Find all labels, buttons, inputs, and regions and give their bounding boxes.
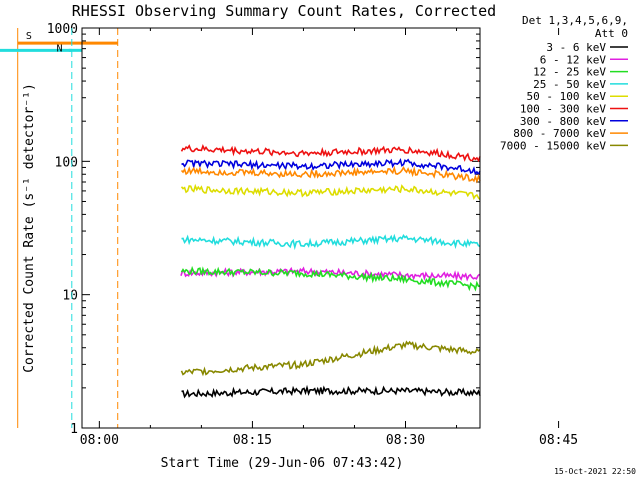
y-axis-label: Corrected Count Rate (s⁻¹ detector⁻¹) (22, 83, 37, 373)
legend-header-line-2: Att 0 (595, 27, 628, 40)
legend-label: 12 - 25 keV (533, 66, 606, 79)
legend-label: 100 - 300 keV (520, 103, 606, 116)
legend-label: 25 - 50 keV (533, 78, 606, 91)
y-tick-label: 10 (62, 289, 78, 304)
saa-label: S (26, 31, 32, 42)
legend-label: 800 - 7000 keV (513, 127, 606, 140)
series-line (180, 265, 481, 292)
legend-label: 6 - 12 keV (540, 53, 607, 66)
y-tick-label: 100 (55, 155, 78, 170)
timestamp: 15-Oct-2021 22:50 (554, 467, 636, 476)
plot-frame (81, 27, 481, 429)
series-line (180, 340, 481, 377)
series-line (180, 183, 481, 201)
legend-label: 3 - 6 keV (546, 41, 606, 54)
x-tick-label: 08:15 (233, 433, 272, 448)
legend-header-line-1: Det 1,3,4,5,6,9, (522, 14, 628, 27)
series-line (181, 233, 481, 251)
chart-marks: SN (0, 28, 119, 428)
legend-label: 50 - 100 keV (527, 90, 607, 103)
x-tick-label: 08:00 (80, 433, 119, 448)
night-label: N (56, 43, 62, 54)
y-tick-label: 1000 (47, 22, 78, 37)
series-line (180, 143, 481, 163)
x-axis-label: Start Time (29-Jun-06 07:43:42) (161, 456, 404, 471)
chart-title: RHESSI Observing Summary Count Rates, Co… (72, 2, 496, 20)
legend-label: 7000 - 15000 keV (500, 139, 606, 152)
series-line (180, 165, 481, 184)
series-line (181, 158, 481, 176)
series-line (181, 384, 481, 399)
legend-label: 300 - 800 keV (520, 115, 606, 128)
x-tick-label: 08:45 (539, 433, 578, 448)
chart-series (180, 143, 481, 399)
x-tick-label: 08:30 (386, 433, 425, 448)
y-tick-label: 1 (70, 422, 78, 437)
